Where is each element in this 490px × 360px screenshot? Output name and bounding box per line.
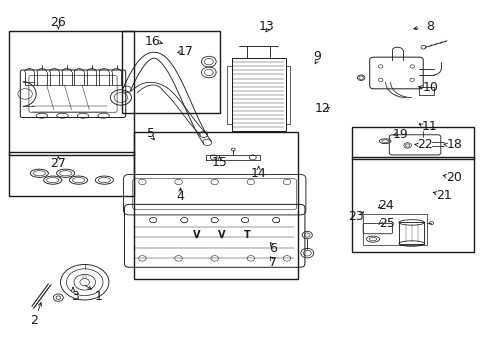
- Bar: [134, 132, 298, 279]
- Text: 1: 1: [95, 290, 102, 303]
- Bar: [419, 87, 434, 95]
- Bar: [9, 31, 134, 155]
- Text: 4: 4: [176, 190, 184, 203]
- Bar: [399, 222, 424, 244]
- Text: V: V: [193, 230, 200, 240]
- Text: 22: 22: [417, 138, 433, 151]
- Bar: [351, 157, 474, 252]
- Bar: [351, 127, 474, 159]
- Text: 11: 11: [422, 121, 438, 134]
- Text: 9: 9: [314, 50, 321, 63]
- Text: 19: 19: [392, 127, 408, 141]
- Text: 13: 13: [259, 20, 275, 33]
- Text: 3: 3: [71, 290, 79, 303]
- Text: 5: 5: [147, 127, 155, 140]
- Text: T: T: [244, 230, 250, 240]
- Text: 16: 16: [144, 35, 160, 49]
- Text: 8: 8: [426, 20, 434, 33]
- Text: 2: 2: [30, 314, 38, 327]
- Text: V: V: [218, 230, 226, 240]
- Text: 10: 10: [423, 81, 439, 94]
- Text: 15: 15: [212, 156, 227, 169]
- Text: 24: 24: [378, 199, 393, 212]
- Text: 26: 26: [50, 16, 66, 29]
- Text: 20: 20: [446, 171, 462, 184]
- Text: 21: 21: [437, 189, 452, 202]
- Text: 14: 14: [251, 167, 267, 180]
- Text: 27: 27: [50, 157, 66, 170]
- Text: 7: 7: [270, 256, 277, 269]
- Text: 18: 18: [447, 138, 463, 151]
- Bar: [227, 66, 232, 124]
- Text: 12: 12: [314, 103, 330, 116]
- Bar: [363, 214, 427, 244]
- Text: 23: 23: [348, 210, 364, 223]
- Bar: [9, 152, 134, 196]
- Text: 17: 17: [177, 45, 194, 58]
- Bar: [286, 66, 290, 124]
- Bar: [122, 31, 220, 113]
- Text: 25: 25: [379, 217, 394, 230]
- Text: 6: 6: [270, 242, 277, 255]
- Bar: [232, 58, 286, 131]
